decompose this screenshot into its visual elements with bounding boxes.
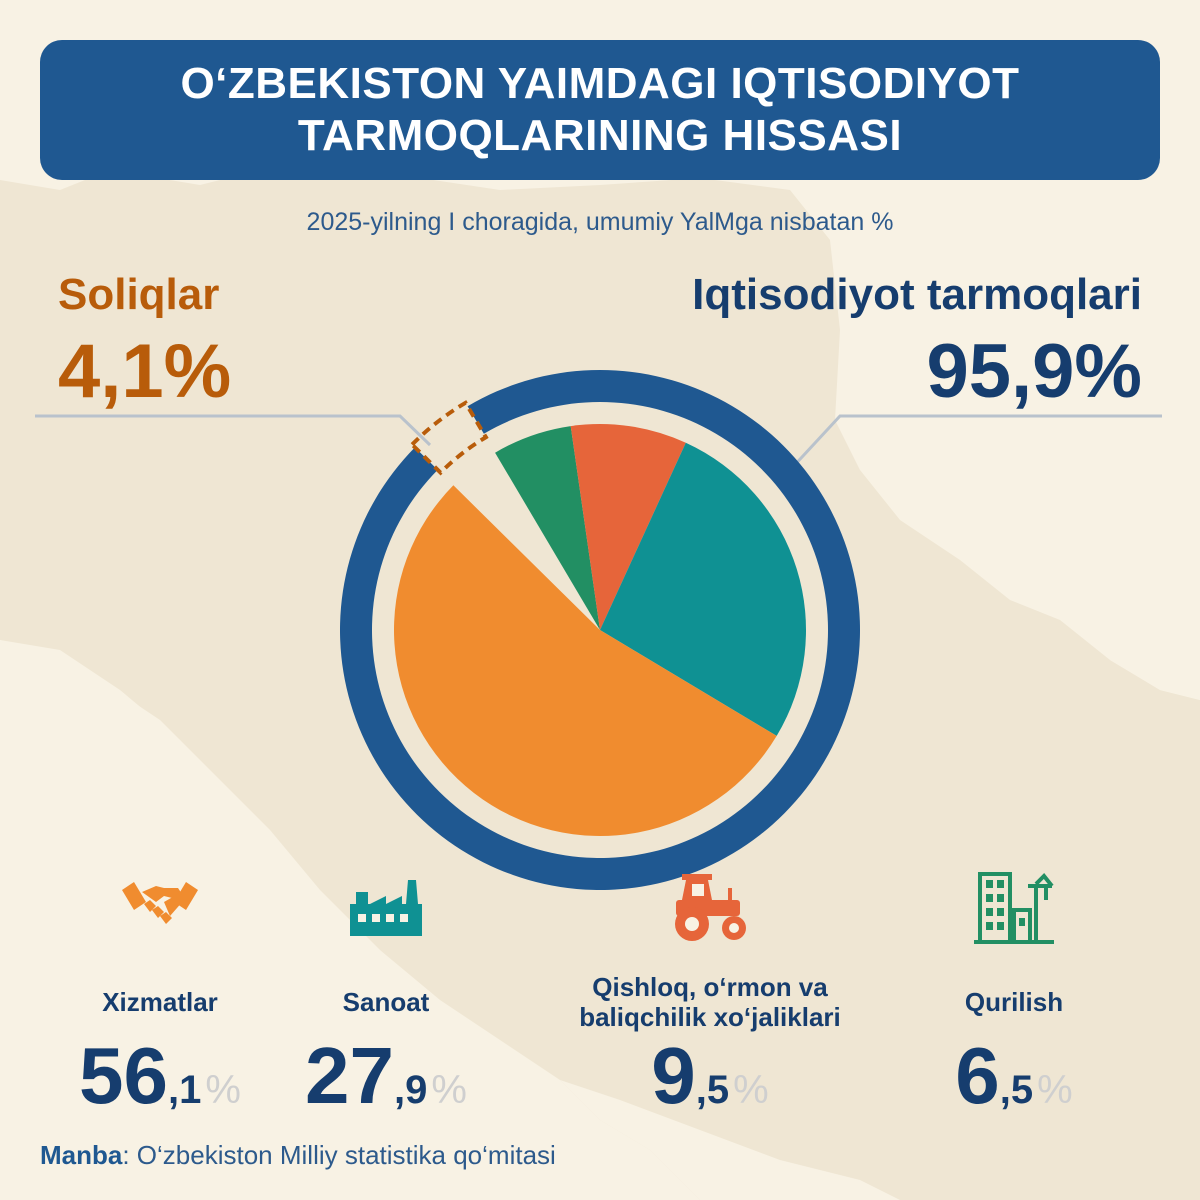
- source-label: Manba: [40, 1140, 123, 1170]
- industries-value: 95,9%: [926, 329, 1143, 414]
- title-line-2: TARMOQLARINING HISSASI: [297, 111, 903, 160]
- handshake-icon: [10, 870, 310, 960]
- pie-slice-2: [570, 424, 686, 630]
- sector-value: 9,5%: [651, 1031, 769, 1120]
- title-line-1: O‘ZBEKISTON YAIMDAGI IQTISODIYOT: [180, 59, 1020, 108]
- tractor-icon: [560, 870, 860, 960]
- pie-slice-1: [600, 442, 806, 736]
- industries-leader-line: [788, 414, 1162, 472]
- sector-name: Qishloq, o‘rmon va baliqchilik xo‘jalikl…: [579, 972, 841, 1032]
- sector-value: 27,9%: [305, 1031, 467, 1120]
- taxes-label: Soliqlar: [58, 270, 220, 319]
- pie-slice-3: [495, 426, 600, 630]
- taxes-value: 4,1%: [58, 329, 232, 414]
- source-text: : O‘zbekiston Milliy statistika qo‘mitas…: [122, 1140, 556, 1170]
- industries-label: Iqtisodiyot tarmoqlari: [692, 270, 1142, 319]
- sector-value: 56,1%: [79, 1031, 241, 1120]
- sector-name: Sanoat: [342, 987, 430, 1017]
- title-banner: O‘ZBEKISTON YAIMDAGI IQTISODIYOT TARMOQL…: [40, 40, 1160, 180]
- building-crane-icon: [864, 870, 1164, 960]
- sector-name: Qurilish: [964, 987, 1064, 1017]
- factory-icon: [236, 870, 536, 960]
- pie-slice-0: [394, 485, 777, 836]
- sector-name: Xizmatlar: [102, 987, 218, 1017]
- ring-segment-taxes: [409, 400, 489, 476]
- subtitle: 2025-yilning I choragida, umumiy YalMga …: [306, 208, 894, 236]
- sector-value: 6,5%: [955, 1031, 1073, 1120]
- taxes-leader-line: [35, 414, 432, 447]
- source-note: Manba: O‘zbekiston Milliy statistika qo‘…: [40, 1140, 556, 1171]
